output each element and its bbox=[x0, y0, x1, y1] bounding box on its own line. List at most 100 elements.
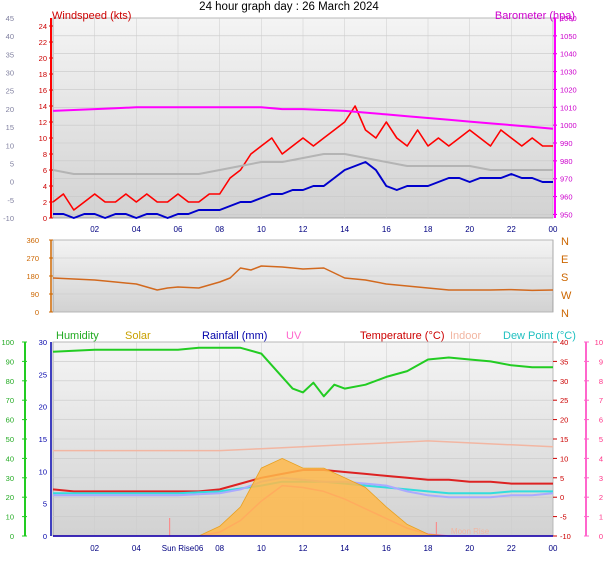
x-tick-label: 00 bbox=[549, 225, 558, 234]
y-tick-label: 6 bbox=[599, 416, 603, 425]
y-tick-label: 1010 bbox=[560, 103, 577, 112]
x-tick-label: 08 bbox=[215, 225, 224, 234]
y-tick-label: 30 bbox=[6, 474, 14, 483]
y-tick-label: 270 bbox=[26, 254, 39, 263]
x-tick-label: 12 bbox=[299, 225, 308, 234]
axis-label-right: Barometer (hpa) bbox=[495, 10, 575, 22]
y-tick-label: 0 bbox=[10, 532, 14, 541]
y-tick-label: -5 bbox=[7, 196, 14, 205]
x-tick-label: 14 bbox=[340, 544, 349, 553]
y-tick-label: 20 bbox=[560, 416, 568, 425]
y-tick-label: 0 bbox=[43, 532, 47, 541]
y-tick-label: 2 bbox=[43, 198, 47, 207]
y-tick-label: 1040 bbox=[560, 50, 577, 59]
y-tick-label: 10 bbox=[595, 338, 603, 347]
y-tick-label: 20 bbox=[39, 403, 47, 412]
y-tick-label: 40 bbox=[6, 454, 14, 463]
x-tick-label: 00 bbox=[549, 544, 558, 553]
legend-item: Solar bbox=[125, 330, 151, 342]
y-tick-label: 8 bbox=[599, 377, 603, 386]
y-tick-label: 30 bbox=[6, 69, 14, 78]
y-tick-label: 10 bbox=[39, 467, 47, 476]
y-tick-label: 1000 bbox=[560, 121, 577, 130]
y-tick-label: 0 bbox=[43, 214, 47, 223]
y-tick-label: 15 bbox=[560, 435, 568, 444]
x-tick-label: 12 bbox=[299, 544, 308, 553]
y-tick-label: 1 bbox=[599, 513, 603, 522]
compass-label: S bbox=[561, 272, 568, 284]
y-tick-label: -5 bbox=[560, 513, 567, 522]
y-tick-label: 960 bbox=[560, 193, 573, 202]
y-tick-label: 4 bbox=[43, 182, 47, 191]
x-tick-label: 16 bbox=[382, 544, 391, 553]
y-tick-label: 25 bbox=[6, 87, 14, 96]
y-tick-label: 6 bbox=[43, 166, 47, 175]
x-tick-label: 10 bbox=[257, 544, 266, 553]
y-tick-label: 100 bbox=[1, 338, 14, 347]
y-tick-label: 9 bbox=[599, 357, 603, 366]
y-tick-label: 25 bbox=[39, 370, 47, 379]
y-tick-label: 5 bbox=[599, 435, 603, 444]
y-tick-label: 0 bbox=[35, 308, 39, 317]
y-tick-label: 90 bbox=[6, 357, 14, 366]
y-tick-label: 10 bbox=[39, 134, 47, 143]
x-tick-label: 02 bbox=[90, 225, 99, 234]
y-tick-label: 30 bbox=[39, 338, 47, 347]
legend-item: Rainfall (mm) bbox=[202, 330, 267, 342]
y-tick-label: 50 bbox=[6, 435, 14, 444]
x-tick-label: 06 bbox=[194, 544, 203, 553]
x-tick-label: 04 bbox=[132, 544, 141, 553]
series-line-gust bbox=[52, 105, 553, 211]
series-line-barometer bbox=[52, 106, 554, 130]
y-tick-label: 90 bbox=[31, 290, 39, 299]
y-tick-label: 10 bbox=[6, 141, 14, 150]
x-tick-label: 02 bbox=[90, 544, 99, 553]
y-tick-label: 950 bbox=[560, 210, 573, 219]
y-tick-label: 45 bbox=[6, 14, 14, 23]
x-tick-label: 14 bbox=[340, 225, 349, 234]
compass-label: N bbox=[561, 236, 569, 248]
x-tick-label: 16 bbox=[382, 225, 391, 234]
y-tick-label: 15 bbox=[6, 123, 14, 132]
series-line-average bbox=[53, 161, 553, 219]
moonrise-label: Moon Rise bbox=[451, 527, 490, 536]
y-tick-label: 1020 bbox=[560, 85, 577, 94]
legend-item: UV bbox=[286, 330, 302, 342]
y-tick-label: 3 bbox=[599, 474, 603, 483]
x-tick-label: 20 bbox=[465, 544, 474, 553]
y-tick-label: 4 bbox=[599, 454, 603, 463]
y-tick-label: 22 bbox=[39, 38, 47, 47]
series-line-wind-grey bbox=[52, 153, 553, 175]
y-tick-label: 7 bbox=[599, 396, 603, 405]
y-tick-label: 35 bbox=[6, 50, 14, 59]
x-tick-label: 08 bbox=[215, 544, 224, 553]
x-tick-label: 22 bbox=[507, 225, 516, 234]
y-tick-label: -10 bbox=[560, 532, 571, 541]
y-tick-label: 15 bbox=[39, 435, 47, 444]
y-tick-label: 30 bbox=[560, 377, 568, 386]
y-tick-label: 5 bbox=[10, 159, 14, 168]
y-tick-label: 80 bbox=[6, 377, 14, 386]
series-line-direction bbox=[52, 265, 554, 292]
y-tick-label: 20 bbox=[6, 105, 14, 114]
y-tick-label: 40 bbox=[560, 338, 568, 347]
axis-label-left: Windspeed (kts) bbox=[52, 10, 131, 22]
y-tick-label: 1050 bbox=[560, 32, 577, 41]
y-tick-label: 2 bbox=[599, 493, 603, 502]
x-tick-label: 18 bbox=[424, 544, 433, 553]
x-tick-label: 20 bbox=[465, 225, 474, 234]
compass-label: N bbox=[561, 308, 569, 320]
x-tick-label: 10 bbox=[257, 225, 266, 234]
y-tick-label: 0 bbox=[560, 493, 564, 502]
y-tick-label: -10 bbox=[3, 214, 14, 223]
y-tick-label: 40 bbox=[6, 32, 14, 41]
y-tick-label: 10 bbox=[6, 513, 14, 522]
x-tick-label: 22 bbox=[507, 544, 516, 553]
y-tick-label: 8 bbox=[43, 150, 47, 159]
y-tick-label: 970 bbox=[560, 175, 573, 184]
chart-title: 24 hour graph day : 26 March 2024 bbox=[199, 1, 379, 13]
legend-item: Indoor bbox=[450, 330, 482, 342]
y-tick-label: 16 bbox=[39, 86, 47, 95]
y-tick-label: 20 bbox=[6, 493, 14, 502]
